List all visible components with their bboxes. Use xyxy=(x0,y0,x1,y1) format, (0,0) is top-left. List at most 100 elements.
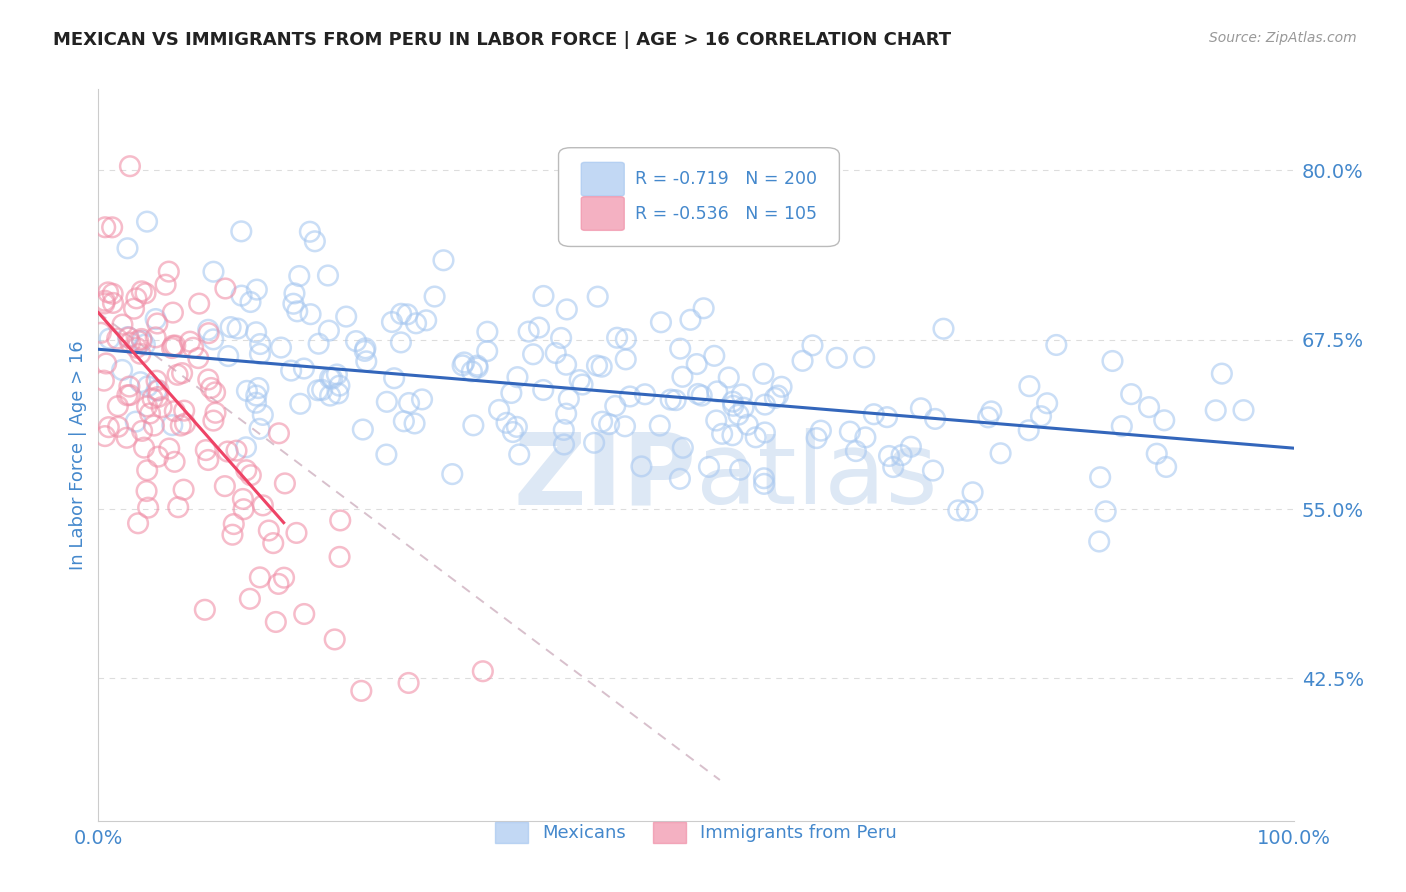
Point xyxy=(1094,504,1116,518)
Point xyxy=(120,335,142,350)
Point xyxy=(132,441,155,455)
Point xyxy=(501,386,523,401)
Point xyxy=(249,422,271,436)
Point xyxy=(239,295,262,310)
Point xyxy=(770,380,793,394)
Point xyxy=(405,316,427,330)
Point xyxy=(1088,534,1111,549)
Point xyxy=(134,337,156,351)
Point xyxy=(235,440,257,454)
Point xyxy=(801,338,824,352)
Point xyxy=(614,332,637,346)
Point xyxy=(127,334,149,348)
Point xyxy=(247,381,270,395)
Point xyxy=(900,440,922,454)
Point xyxy=(415,313,437,327)
Point xyxy=(792,354,814,368)
Point xyxy=(471,665,494,679)
Point xyxy=(630,459,652,474)
Point xyxy=(145,384,167,398)
Point xyxy=(117,330,139,344)
Point xyxy=(825,351,848,365)
Point xyxy=(285,525,308,540)
Point xyxy=(853,351,876,365)
Point xyxy=(845,444,868,458)
Point xyxy=(648,418,671,433)
Point xyxy=(235,463,257,477)
Point xyxy=(381,315,404,329)
Point xyxy=(111,363,134,377)
Point xyxy=(619,389,641,403)
Point xyxy=(155,277,177,292)
Point xyxy=(221,527,243,541)
Point xyxy=(146,450,169,464)
Point xyxy=(990,446,1012,460)
Point xyxy=(125,341,148,355)
Point xyxy=(721,428,744,442)
Point xyxy=(502,425,524,439)
Point xyxy=(1205,403,1227,417)
Text: MEXICAN VS IMMIGRANTS FROM PERU IN LABOR FORCE | AGE > 16 CORRELATION CHART: MEXICAN VS IMMIGRANTS FROM PERU IN LABOR… xyxy=(53,31,952,49)
Point xyxy=(131,332,153,346)
Point xyxy=(321,371,343,385)
Point xyxy=(591,359,613,374)
Point xyxy=(766,388,789,402)
Point xyxy=(1154,459,1177,474)
Point xyxy=(127,516,149,531)
Point xyxy=(586,290,609,304)
Point xyxy=(246,283,269,297)
Y-axis label: In Labor Force | Age > 16: In Labor Force | Age > 16 xyxy=(69,340,87,570)
Point xyxy=(910,401,932,416)
Point xyxy=(170,418,193,433)
Point xyxy=(107,419,129,434)
Point xyxy=(650,315,672,329)
Point xyxy=(262,536,284,550)
Point xyxy=(236,384,259,398)
Point xyxy=(231,224,253,238)
Point xyxy=(270,341,292,355)
Point xyxy=(162,305,184,319)
Point xyxy=(245,326,267,340)
Point xyxy=(249,570,271,584)
Point xyxy=(451,359,474,373)
Point xyxy=(267,426,290,441)
Point xyxy=(204,406,226,420)
Point xyxy=(703,349,725,363)
FancyBboxPatch shape xyxy=(558,148,839,246)
Point xyxy=(404,417,426,431)
Point xyxy=(467,360,489,375)
Point xyxy=(522,347,544,361)
Point xyxy=(166,368,188,382)
Point xyxy=(157,265,180,279)
Point xyxy=(131,285,153,299)
Point xyxy=(737,417,759,432)
Point xyxy=(188,296,211,310)
Point xyxy=(245,395,267,409)
Point xyxy=(527,320,550,334)
Point xyxy=(876,410,898,425)
Point xyxy=(744,430,766,444)
Point xyxy=(125,291,148,305)
Point xyxy=(706,384,728,399)
Point xyxy=(614,419,637,434)
Point xyxy=(1146,447,1168,461)
Point xyxy=(187,351,209,365)
Point xyxy=(558,392,581,406)
Point xyxy=(316,268,339,283)
Legend: Mexicans, Immigrants from Peru: Mexicans, Immigrants from Peru xyxy=(486,813,905,852)
Point xyxy=(202,414,225,428)
Point xyxy=(553,423,575,437)
Point xyxy=(217,349,239,363)
Point xyxy=(274,476,297,491)
Text: R = -0.719   N = 200: R = -0.719 N = 200 xyxy=(636,170,817,188)
Point xyxy=(506,420,529,434)
Point xyxy=(752,471,775,485)
Point xyxy=(304,235,326,249)
Point xyxy=(727,408,749,422)
Point xyxy=(135,286,157,301)
Point xyxy=(1232,403,1254,417)
Point xyxy=(118,159,141,173)
Point xyxy=(1121,387,1143,401)
Point xyxy=(354,342,377,356)
Point xyxy=(145,374,167,388)
